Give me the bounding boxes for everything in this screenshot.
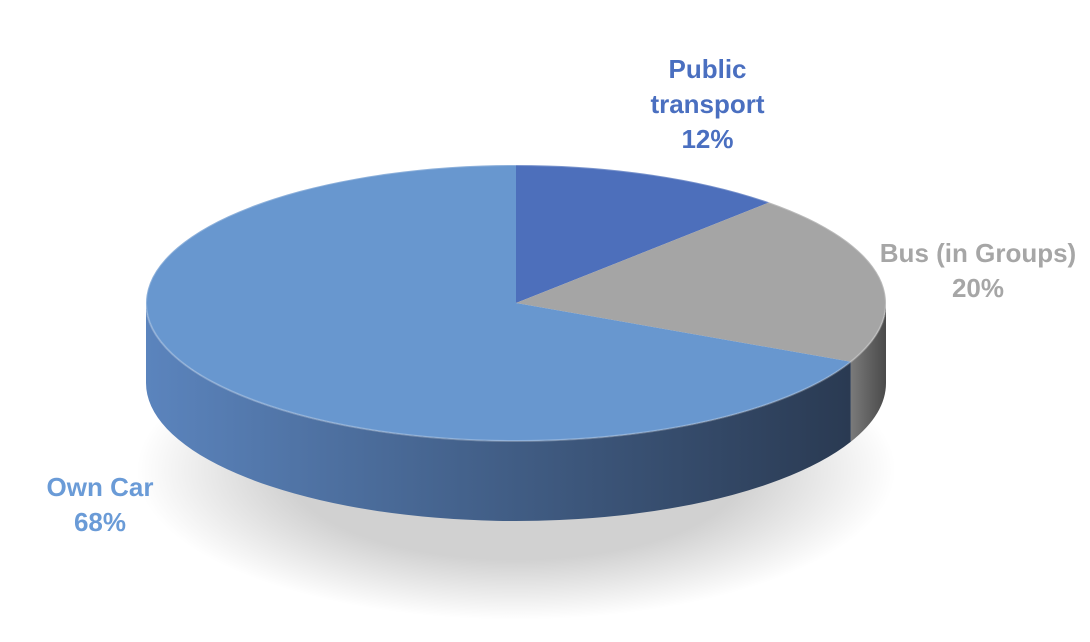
pie-tops (145, 164, 887, 442)
slice-value-own-car: 68% (73, 507, 127, 537)
slice-value-public-transport: 12% (681, 124, 734, 154)
slice-label-public-transport-line2: transport (650, 89, 765, 119)
pie-side-own-car (146, 303, 851, 521)
pie-slice-own-car (146, 165, 851, 441)
slice-label-public-transport: Public transport 12% (620, 52, 795, 157)
slice-label-bus: Bus (in Groups) 20% (870, 236, 1086, 306)
pie-rim-highlight (145, 164, 887, 442)
pie-slice-bus-in-groups (516, 202, 886, 362)
slice-label-public-transport-line1: Public (668, 54, 747, 84)
pie-side-bus-in-groups (850, 303, 886, 442)
pie-sides (146, 303, 886, 521)
slice-label-own-car-line1: Own Car (46, 472, 154, 502)
slice-value-bus: 20% (951, 273, 1005, 303)
slice-label-own-car: Own Car 68% (30, 470, 170, 540)
slice-label-bus-line1: Bus (in Groups) (879, 238, 1077, 268)
pie-slice-public-transport (516, 165, 770, 303)
